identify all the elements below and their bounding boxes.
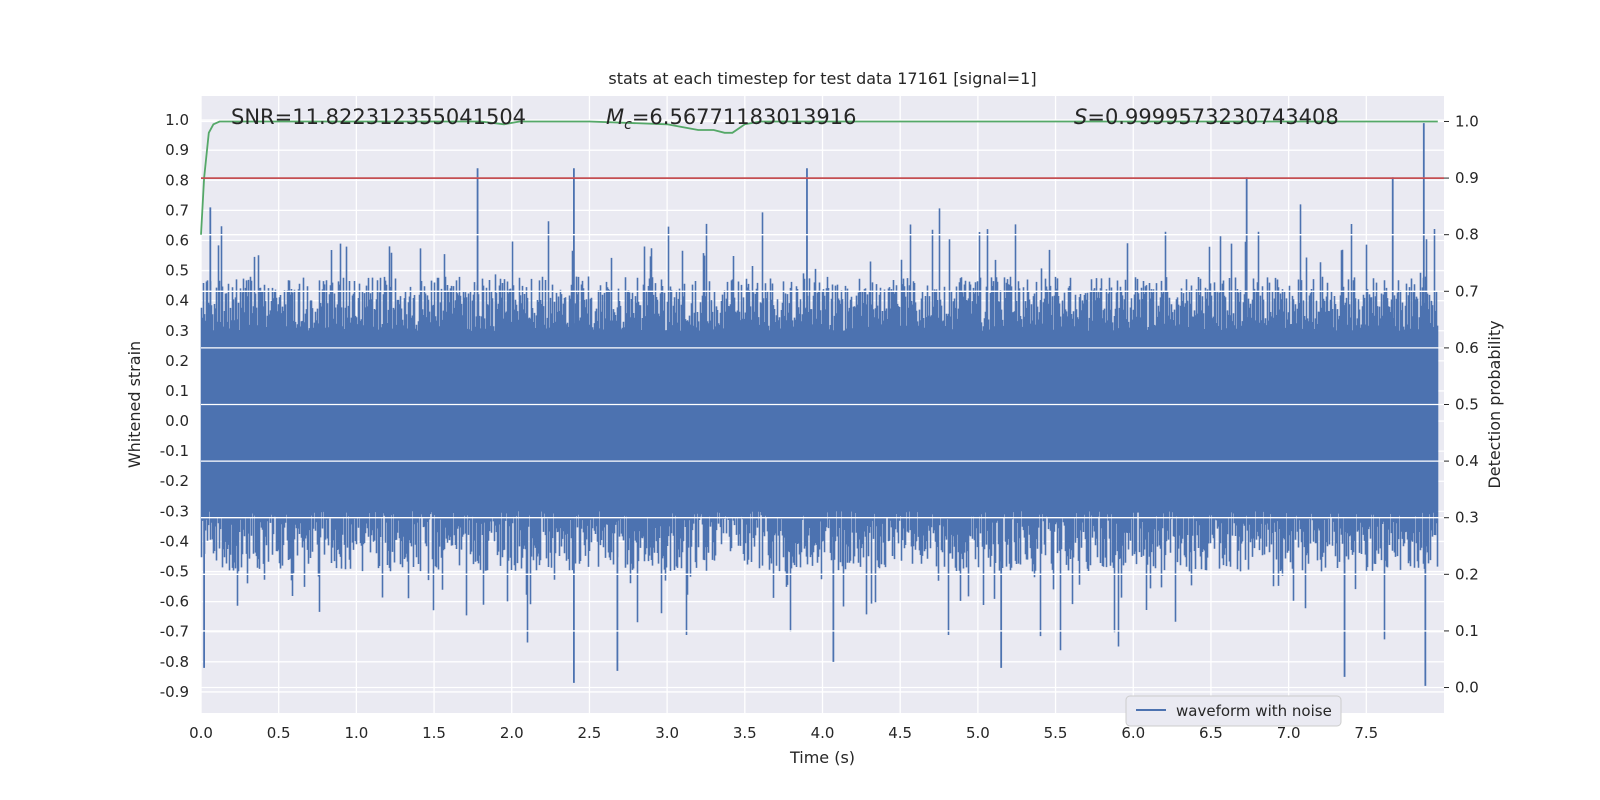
y-left-tick-label: 0.5 xyxy=(165,262,189,280)
s-value: =0.9999573230743408 xyxy=(1087,105,1338,129)
x-tick-label: 3.5 xyxy=(733,724,757,742)
legend: waveform with noise xyxy=(1125,695,1342,727)
x-tick-label: 7.0 xyxy=(1277,724,1301,742)
y-right-tick-label: 0.9 xyxy=(1455,169,1479,187)
x-tick-label: 5.0 xyxy=(966,724,990,742)
y-left-tick-label: 0.1 xyxy=(165,382,189,400)
y-left-tick-label: -0.5 xyxy=(160,563,189,581)
y-left-tick-label: 0.3 xyxy=(165,322,189,340)
mc-subscript: c xyxy=(624,117,632,133)
y-left-tick-label: 0.8 xyxy=(165,171,189,189)
legend-entry-waveform: waveform with noise xyxy=(1176,702,1332,720)
x-tick-label: 5.5 xyxy=(1044,724,1068,742)
y-left-tick-label: -0.7 xyxy=(160,623,189,641)
x-tick-label: 3.0 xyxy=(655,724,679,742)
chart-title: stats at each timestep for test data 171… xyxy=(608,69,1036,88)
y-right-tick-label: 0.7 xyxy=(1455,282,1479,300)
y-axis-label-left: Whitened strain xyxy=(125,341,144,468)
y-left-tick-label: 0.6 xyxy=(165,231,189,249)
mc-value: =6.56771183013916 xyxy=(632,105,857,129)
x-tick-label: 4.0 xyxy=(811,724,835,742)
y-left-tick-label: -0.3 xyxy=(160,502,189,520)
y-right-tick-label: 1.0 xyxy=(1455,112,1479,130)
y-left-tick-label: -0.8 xyxy=(160,653,189,671)
x-tick-label: 7.5 xyxy=(1354,724,1378,742)
probability-layer xyxy=(200,120,1444,235)
x-tick-label: 4.5 xyxy=(888,724,912,742)
y-left-tick-label: -0.4 xyxy=(160,532,189,550)
y-left-tick-label: -0.9 xyxy=(160,683,189,701)
y-right-tick-label: 0.5 xyxy=(1455,396,1479,414)
y-left-tick-label: -0.6 xyxy=(160,593,189,611)
y-left-tick-label: -0.1 xyxy=(160,442,189,460)
y-right-tick-label: 0.0 xyxy=(1455,679,1479,697)
y-left-tick-label: 1.0 xyxy=(165,111,189,129)
detection-probability-line xyxy=(200,120,1438,235)
x-tick-label: 6.0 xyxy=(1121,724,1145,742)
x-tick-label: 2.5 xyxy=(578,724,602,742)
y-left-tick-label: 0.7 xyxy=(165,201,189,219)
s-annotation: S=0.9999573230743408 xyxy=(1074,105,1339,129)
y-right-tick-label: 0.6 xyxy=(1455,339,1479,357)
mc-symbol: M xyxy=(606,105,624,129)
y-right-tick-label: 0.3 xyxy=(1455,509,1479,527)
y-right-tick-label: 0.1 xyxy=(1455,622,1479,640)
y-right-tick-label: 0.4 xyxy=(1455,452,1479,470)
chirp-mass-annotation: Mc=6.56771183013916 xyxy=(606,105,857,133)
x-tick-label: 1.5 xyxy=(422,724,446,742)
s-symbol: S xyxy=(1074,105,1087,129)
y-axis-label-right: Detection probability xyxy=(1485,320,1504,488)
x-tick-label: 1.0 xyxy=(344,724,368,742)
y-right-tick-label: 0.8 xyxy=(1455,226,1479,244)
axes: 0.0 0.5 1.0 1.5 2.0 2.5 3.0 3.5 4.0 4.5 5.0 5.5 6.0 6… xyxy=(160,111,1479,742)
x-axis-label: Time (s) xyxy=(789,748,855,767)
waveform-noise-trace xyxy=(200,204,1439,651)
x-tick-label: 0.0 xyxy=(189,724,213,742)
y-left-tick-label: -0.2 xyxy=(160,472,189,490)
x-tick-label: 2.0 xyxy=(500,724,524,742)
snr-annotation: SNR=11.822312355041504 xyxy=(231,105,526,129)
y-right-tick-label: 0.2 xyxy=(1455,565,1479,583)
y-left-tick-label: 0.4 xyxy=(165,292,189,310)
x-tick-label: 6.5 xyxy=(1199,724,1223,742)
y-left-tick-label: 0.0 xyxy=(165,412,189,430)
x-tick-label: 0.5 xyxy=(267,724,291,742)
y-left-tick-label: 0.2 xyxy=(165,352,189,370)
y-left-tick-label: 0.9 xyxy=(165,141,189,159)
legend-box xyxy=(1125,695,1342,727)
